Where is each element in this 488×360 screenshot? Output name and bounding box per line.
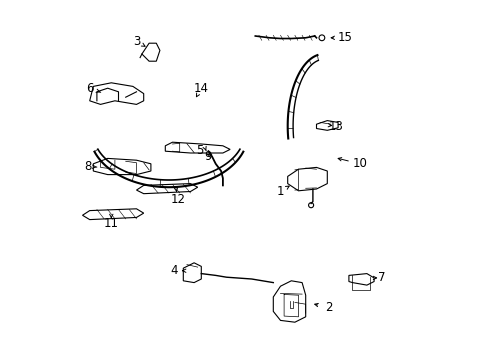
Text: 10: 10 — [351, 157, 366, 170]
Text: 11: 11 — [103, 217, 119, 230]
Text: 5: 5 — [195, 144, 203, 157]
Text: 2: 2 — [325, 301, 332, 314]
Polygon shape — [142, 43, 160, 61]
Polygon shape — [82, 209, 143, 220]
Polygon shape — [287, 167, 326, 191]
Text: 4: 4 — [170, 264, 178, 277]
Polygon shape — [165, 142, 230, 153]
Text: 14: 14 — [193, 82, 208, 95]
Polygon shape — [316, 121, 337, 130]
Polygon shape — [273, 281, 305, 322]
Text: 1: 1 — [276, 185, 284, 198]
Polygon shape — [93, 158, 151, 175]
Text: 3: 3 — [133, 35, 140, 48]
Text: 7: 7 — [377, 271, 384, 284]
Text: 9: 9 — [204, 150, 212, 163]
Text: 15: 15 — [337, 31, 352, 44]
Text: 12: 12 — [170, 193, 185, 206]
Text: 6: 6 — [86, 82, 93, 95]
Text: 13: 13 — [328, 120, 343, 132]
Polygon shape — [89, 83, 143, 104]
Polygon shape — [136, 184, 197, 194]
Polygon shape — [183, 263, 201, 283]
Polygon shape — [348, 274, 373, 285]
Text: 8: 8 — [84, 160, 91, 173]
